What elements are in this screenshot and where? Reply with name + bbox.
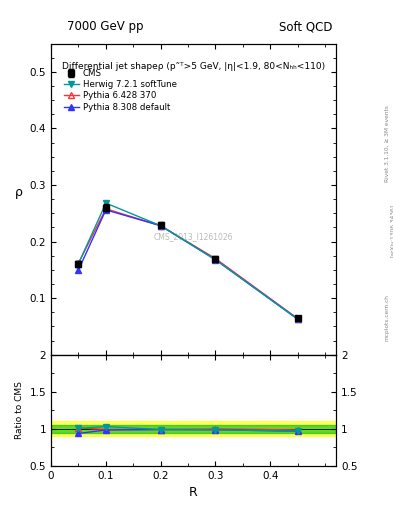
Pythia 6.428 370 <box>213 255 218 262</box>
Herwig 7.2.1 softTune <box>76 261 81 267</box>
Herwig 7.2.1 softTune <box>213 257 218 263</box>
Pythia 6.428 370 <box>158 223 163 229</box>
Y-axis label: Ratio to CMS: Ratio to CMS <box>15 381 24 439</box>
Pythia 8.308 default <box>213 257 218 263</box>
Text: Rivet 3.1.10, ≥ 3M events: Rivet 3.1.10, ≥ 3M events <box>385 105 389 182</box>
Pythia 6.428 370 <box>76 260 81 266</box>
Pythia 6.428 370 <box>103 206 108 212</box>
Pythia 8.308 default <box>76 267 81 273</box>
Bar <box>51 425 336 433</box>
Text: Differential jet shapeρ (p˜ᵀ>5 GeV, |η|<1.9, 80<Nₕₕ<110): Differential jet shapeρ (p˜ᵀ>5 GeV, |η|<… <box>62 62 325 71</box>
Herwig 7.2.1 softTune <box>295 316 300 322</box>
Pythia 8.308 default <box>103 207 108 213</box>
Text: Soft QCD: Soft QCD <box>279 20 332 33</box>
Line: Pythia 8.308 default: Pythia 8.308 default <box>75 207 301 322</box>
Herwig 7.2.1 softTune <box>158 223 163 229</box>
Y-axis label: ρ: ρ <box>15 186 22 199</box>
Bar <box>51 421 336 436</box>
Text: CMS_2013_I1261026: CMS_2013_I1261026 <box>154 232 233 241</box>
Herwig 7.2.1 softTune <box>103 200 108 206</box>
Legend: CMS, Herwig 7.2.1 softTune, Pythia 6.428 370, Pythia 8.308 default: CMS, Herwig 7.2.1 softTune, Pythia 6.428… <box>61 67 179 114</box>
Line: Herwig 7.2.1 softTune: Herwig 7.2.1 softTune <box>75 200 301 322</box>
Pythia 6.428 370 <box>295 315 300 322</box>
Text: 7000 GeV pp: 7000 GeV pp <box>67 20 143 33</box>
Pythia 8.308 default <box>158 223 163 229</box>
Text: mcplots.cern.ch: mcplots.cern.ch <box>385 294 389 341</box>
Pythia 8.308 default <box>295 316 300 322</box>
Text: [arXiv:1306.3436]: [arXiv:1306.3436] <box>389 204 393 257</box>
Line: Pythia 6.428 370: Pythia 6.428 370 <box>75 206 301 322</box>
X-axis label: R: R <box>189 486 198 499</box>
